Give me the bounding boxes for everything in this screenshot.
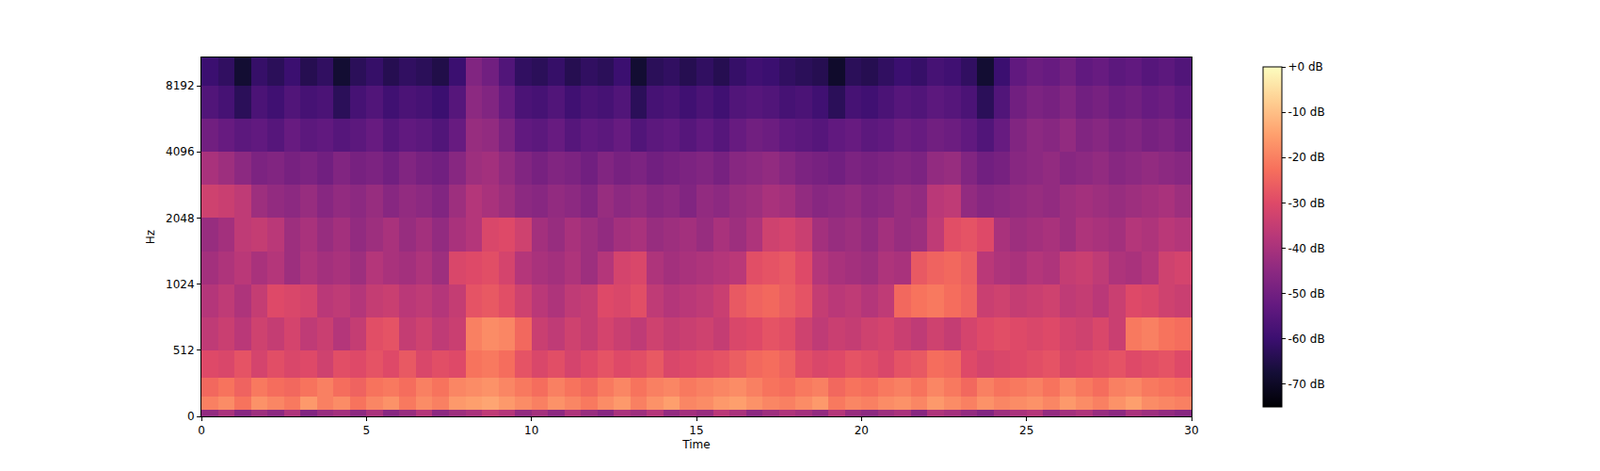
- svg-text:Time: Time: [681, 437, 710, 451]
- svg-text:5: 5: [363, 423, 371, 437]
- svg-text:-30 dB: -30 dB: [1287, 196, 1325, 210]
- svg-text:1024: 1024: [165, 277, 195, 291]
- svg-text:-40 dB: -40 dB: [1287, 241, 1325, 256]
- svg-text:+0 dB: +0 dB: [1287, 60, 1323, 74]
- svg-text:-60 dB: -60 dB: [1287, 332, 1325, 346]
- svg-text:512: 512: [173, 343, 195, 357]
- svg-text:15: 15: [688, 423, 704, 437]
- svg-text:25: 25: [1019, 423, 1034, 437]
- svg-text:2048: 2048: [165, 211, 195, 225]
- svg-text:8192: 8192: [165, 79, 195, 93]
- svg-text:-50 dB: -50 dB: [1287, 287, 1325, 301]
- svg-text:-20 dB: -20 dB: [1287, 150, 1325, 164]
- svg-text:20: 20: [854, 423, 869, 437]
- svg-text:4096: 4096: [165, 144, 195, 159]
- svg-text:-10 dB: -10 dB: [1287, 105, 1325, 119]
- svg-text:10: 10: [524, 423, 539, 437]
- svg-text:0: 0: [197, 423, 206, 437]
- svg-text:0: 0: [187, 409, 195, 423]
- svg-text:Hz: Hz: [144, 229, 158, 244]
- svg-text:30: 30: [1184, 423, 1199, 437]
- svg-text:-70 dB: -70 dB: [1287, 377, 1325, 391]
